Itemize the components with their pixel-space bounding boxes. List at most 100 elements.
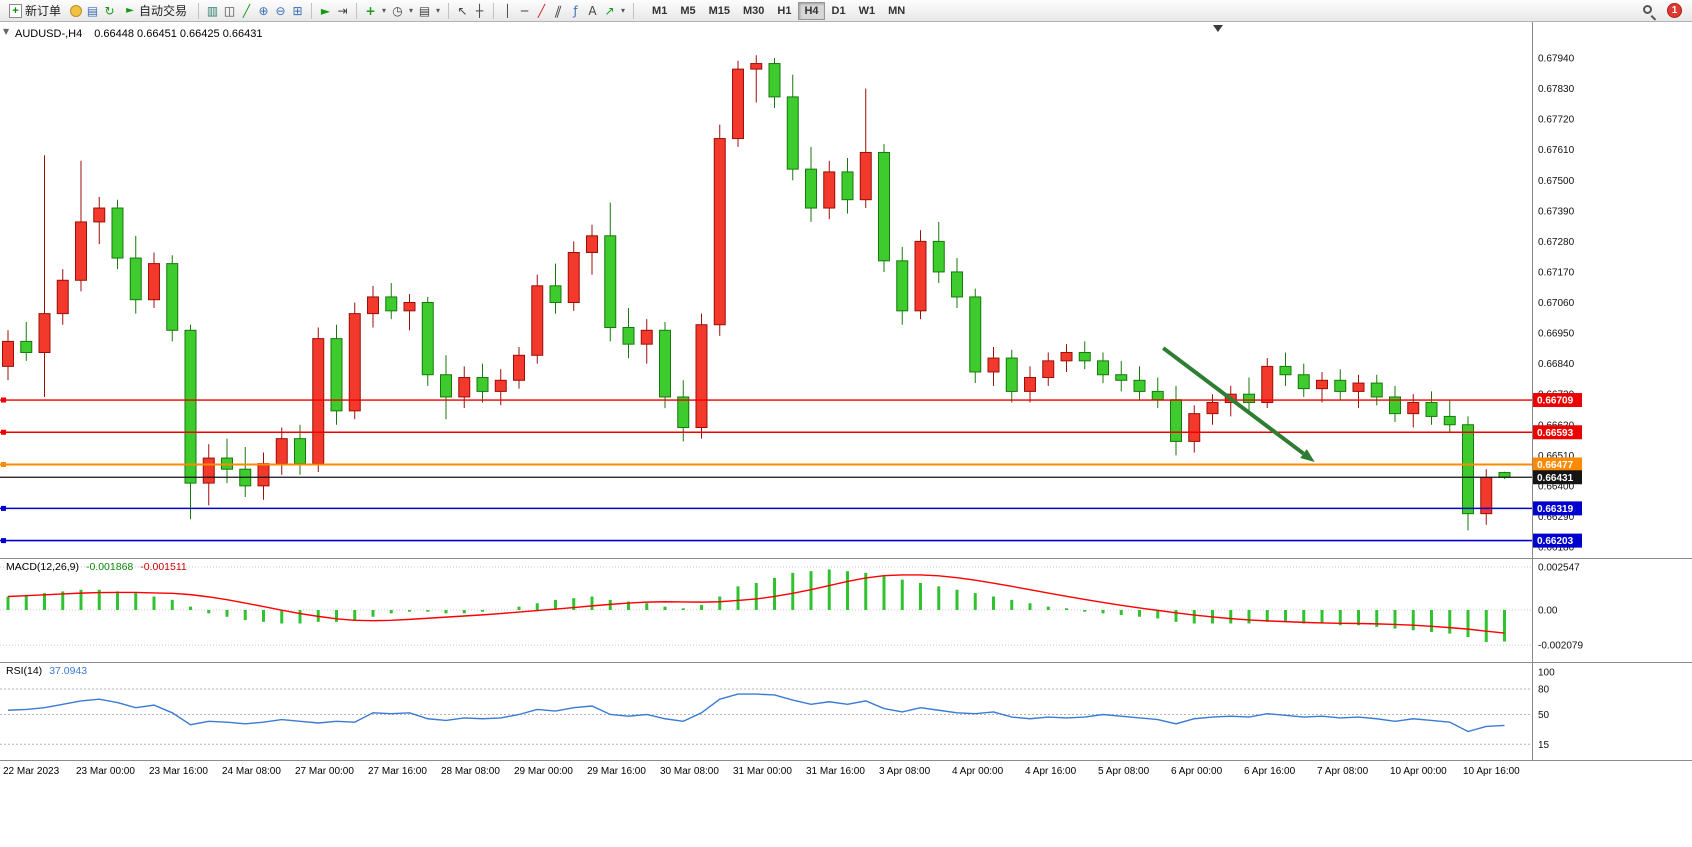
zoom-out-icon[interactable]: ⊖ — [275, 3, 286, 18]
svg-text:0.66709: 0.66709 — [1537, 396, 1574, 407]
macd-panel-canvas[interactable]: 0.002547 0.00 -0.002079 — [0, 558, 1692, 662]
toolbar-separator — [198, 2, 200, 19]
arrow-tool-icon[interactable]: ↗ — [604, 3, 615, 18]
rsi-line — [7, 693, 1505, 733]
templates-icon[interactable]: ▤ — [418, 3, 431, 18]
time-axis-label: 7 Apr 08:00 — [1317, 766, 1369, 777]
toolbar-separator — [356, 2, 358, 19]
time-axis[interactable]: 22 Mar 2023 23 Mar 00:00 23 Mar 16:00 24 Ma… — [0, 760, 1692, 784]
one-click-collapse-icon[interactable]: ▼ — [3, 27, 10, 36]
svg-text:0.66203: 0.66203 — [1537, 536, 1574, 547]
text-tool-icon[interactable]: A — [588, 3, 597, 18]
trendline-tool-icon[interactable]: ╱ — [537, 3, 546, 18]
svg-text:0.66593: 0.66593 — [1537, 428, 1574, 439]
new-order-icon: + — [9, 3, 22, 18]
indicators-icon[interactable]: + — [365, 3, 376, 18]
time-axis-label: 3 Apr 08:00 — [879, 766, 931, 777]
price-tag-0.66709: 0.66709 — [1533, 393, 1582, 408]
line-chart-mode-icon[interactable]: ╱ — [242, 3, 251, 18]
price-axis-label: 0.67940 — [1538, 54, 1575, 65]
chart-shift-icon[interactable]: ⇥ — [337, 3, 348, 18]
rsi-axis-label: 80 — [1538, 685, 1550, 696]
time-axis-label: 29 Mar 16:00 — [587, 766, 646, 777]
timeframe-button-H1[interactable]: H1 — [777, 4, 792, 17]
autotrading-label: 自动交易 — [139, 4, 188, 18]
svg-text:0.66431: 0.66431 — [1537, 473, 1574, 484]
main-toolbar: + 新订单 ▤ ↻ ► 自动交易 ▥ ◫ ╱ ⊕ ⊖ ⊞ ► ⇥ + ▾ ◷ ▾… — [0, 0, 1692, 22]
time-axis-label: 23 Mar 16:00 — [149, 766, 208, 777]
chart-symbol-period: AUDUSD-,H4 — [15, 28, 83, 40]
price-axis-label: 0.66180 — [1538, 543, 1575, 554]
rsi-indicator-label: RSI(14) 37.0943 — [6, 665, 87, 677]
chart-window: ▼ AUDUSD-,H4 0.66448 0.66451 0.66425 0.6… — [0, 22, 1692, 847]
new-order-button[interactable]: + 新订单 — [4, 1, 66, 20]
svg-text:0.66477: 0.66477 — [1537, 460, 1574, 471]
price-axis-label: 0.66840 — [1538, 359, 1575, 370]
timeframe-button-M15[interactable]: M15 — [708, 4, 730, 17]
navigator-icon[interactable]: ▤ — [86, 3, 99, 18]
macd-main-value: -0.001868 — [85, 561, 134, 573]
crosshair-tool-icon[interactable]: ┼ — [475, 3, 484, 18]
price-tag-0.66431: 0.66431 — [1533, 470, 1582, 485]
chart-shift-marker[interactable] — [1212, 25, 1223, 32]
timeframe-button-W1[interactable]: W1 — [858, 4, 876, 17]
horizontal-line-tool-icon[interactable]: ─ — [520, 3, 529, 18]
rsi-axis-label: 100 — [1538, 668, 1555, 679]
time-axis-label: 6 Apr 00:00 — [1171, 766, 1223, 777]
templates-dropdown-icon[interactable]: ▾ — [436, 5, 441, 15]
macd-histogram — [6, 569, 1506, 643]
rsi-value: 37.0943 — [49, 665, 88, 677]
zoom-in-icon[interactable]: ⊕ — [258, 3, 269, 18]
timeframe-button-H4[interactable]: H4 — [798, 1, 825, 20]
time-axis-label: 5 Apr 08:00 — [1098, 766, 1150, 777]
periods-dropdown-icon[interactable]: ▾ — [409, 5, 414, 15]
time-axis-label: 10 Apr 00:00 — [1390, 766, 1447, 777]
macd-indicator-label: MACD(12,26,9) -0.001868 -0.001511 — [6, 561, 187, 573]
rsi-panel-canvas[interactable]: 100 80 50 15 — [0, 662, 1692, 760]
timeframe-button-D1[interactable]: D1 — [831, 4, 846, 17]
tile-windows-icon[interactable]: ⊞ — [292, 3, 303, 18]
time-axis-label: 27 Mar 16:00 — [368, 766, 427, 777]
price-tag-0.66319: 0.66319 — [1533, 501, 1582, 516]
time-axis-label: 24 Mar 08:00 — [222, 766, 281, 777]
indicators-dropdown-icon[interactable]: ▾ — [382, 5, 387, 15]
trend-arrow-annotation[interactable] — [1162, 346, 1305, 456]
timeframe-button-M30[interactable]: M30 — [743, 4, 765, 17]
periods-clock-icon[interactable]: ◷ — [392, 3, 403, 18]
autotrading-button[interactable]: ► 自动交易 — [119, 1, 192, 20]
timeframe-toolbar: M1 M5 M15 M30 H1 H4 D1 W1 MN — [646, 1, 911, 20]
macd-name: MACD(12,26,9) — [6, 561, 79, 573]
search-icon[interactable] — [1643, 5, 1652, 14]
cursor-tool-icon[interactable]: ↖ — [457, 3, 468, 18]
bar-chart-mode-icon[interactable]: ▥ — [206, 3, 219, 18]
price-axis-label: 0.66290 — [1538, 512, 1575, 523]
price-axis-label: 0.67500 — [1538, 176, 1575, 187]
price-axis-label: 0.67170 — [1538, 267, 1575, 278]
timeframe-button-MN[interactable]: MN — [888, 4, 906, 17]
time-axis-label: 4 Apr 16:00 — [1025, 766, 1077, 777]
shapes-dropdown-icon[interactable]: ▾ — [621, 5, 626, 15]
notification-badge[interactable]: 1 — [1667, 3, 1682, 18]
macd-axis-label: -0.002079 — [1538, 641, 1583, 652]
vertical-line-tool-icon[interactable]: │ — [503, 3, 512, 18]
macd-signal-line — [7, 574, 1505, 634]
market-watch-icon[interactable] — [68, 3, 83, 18]
rsi-axis-label: 15 — [1538, 740, 1550, 751]
time-axis-label: 10 Apr 16:00 — [1463, 766, 1520, 777]
price-axis-label: 0.67830 — [1538, 84, 1575, 95]
candlestick-mode-icon[interactable]: ◫ — [223, 3, 236, 18]
new-order-label: 新订单 — [25, 4, 62, 18]
refresh-icon[interactable]: ↻ — [104, 3, 115, 18]
price-axis-label: 0.67720 — [1538, 115, 1575, 126]
price-axis-label: 0.67280 — [1538, 237, 1575, 248]
toolbar-separator — [493, 2, 495, 19]
timeframe-button-M5[interactable]: M5 — [680, 4, 696, 17]
price-axis-label: 0.67610 — [1538, 145, 1575, 156]
fibonacci-tool-icon[interactable]: ƒ — [573, 3, 578, 18]
time-axis-label: 4 Apr 00:00 — [952, 766, 1004, 777]
time-axis-label: 28 Mar 08:00 — [441, 766, 500, 777]
auto-scroll-icon[interactable]: ► — [320, 3, 331, 18]
channel-tool-icon[interactable]: ∥ — [553, 3, 564, 18]
price-chart-canvas[interactable]: 0.67940 0.67830 0.67720 0.67610 0.67500 0.673… — [0, 22, 1692, 558]
timeframe-button-M1[interactable]: M1 — [652, 4, 668, 17]
